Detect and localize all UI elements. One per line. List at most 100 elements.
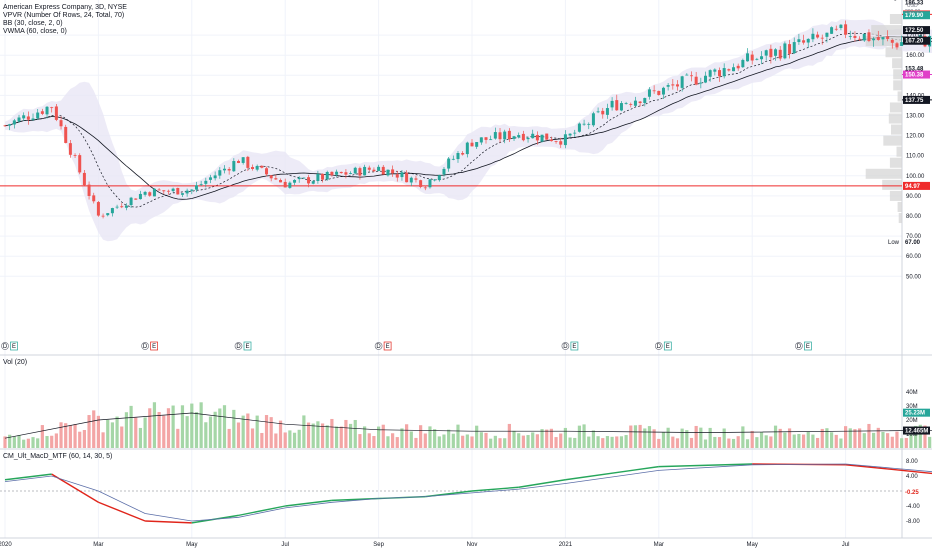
volume-bar: [185, 416, 189, 448]
candle-body: [59, 120, 63, 127]
candle-body: [867, 32, 871, 41]
dividend-marker: [561, 342, 570, 350]
volume-bar: [381, 424, 385, 448]
volume-bar: [671, 436, 675, 448]
dividend-marker: [1, 342, 9, 350]
volume-bar: [311, 423, 315, 448]
candle-body: [78, 155, 82, 173]
volume-bar: [82, 429, 86, 448]
candle-body: [129, 197, 133, 206]
candle-body: [475, 142, 479, 147]
candle-body: [629, 104, 633, 105]
volume-bar: [166, 408, 171, 448]
macd-last-tag: -0.25: [905, 490, 919, 496]
volume-bar: [727, 438, 731, 448]
candle-body: [596, 111, 600, 113]
volume-bar: [615, 436, 619, 448]
candle-body: [461, 153, 465, 155]
volume-bar: [115, 416, 119, 448]
macd-segment: [471, 486, 519, 492]
candle-body: [124, 205, 128, 208]
candle-body: [657, 90, 661, 95]
macd-tick: 4.00: [906, 474, 918, 480]
candle-body: [619, 103, 623, 111]
candle-body: [54, 106, 58, 120]
volume-bar: [750, 430, 754, 448]
candle-body: [559, 141, 563, 145]
candle-body: [577, 123, 581, 132]
candle-body: [675, 84, 679, 87]
volume-bar: [218, 408, 222, 448]
candle-body: [792, 42, 796, 54]
volume-bar: [503, 438, 507, 448]
candle-body: [830, 27, 834, 34]
candle-body: [339, 171, 343, 174]
axis-tag-value: 137.75: [905, 98, 924, 104]
macd-segment: [98, 501, 146, 522]
candle-body: [251, 167, 255, 169]
profile-bar: [871, 25, 902, 36]
volume-bar: [433, 429, 437, 448]
volume-bar: [269, 417, 273, 448]
candle-body: [610, 100, 614, 108]
volume-bar: [689, 437, 694, 448]
candle-body: [788, 44, 792, 54]
time-tick: May: [186, 542, 197, 548]
volume-bar: [549, 428, 553, 448]
candle-body: [213, 175, 217, 179]
volume-bar: [255, 415, 259, 448]
axis-tag-label: Low: [888, 240, 900, 246]
volume-bar: [489, 438, 493, 448]
volume-bar: [3, 436, 7, 448]
volume-bar: [447, 429, 451, 448]
candle-body: [722, 68, 726, 77]
volume-bar: [73, 424, 77, 448]
candle-body: [208, 177, 212, 180]
volume-bar: [334, 426, 339, 448]
candle-body: [503, 131, 507, 140]
volume-bar: [858, 428, 862, 448]
earnings-marker: [663, 341, 672, 351]
volume-bar: [844, 426, 848, 448]
profile-bar: [893, 69, 902, 80]
candle-body: [8, 124, 12, 126]
candle-body: [148, 192, 152, 196]
price-top-label: 200.00: [905, 9, 921, 15]
candle-body: [166, 190, 170, 192]
volume-bar: [283, 432, 287, 448]
event-letter: E: [572, 344, 576, 350]
price-tick: 70.00: [906, 234, 922, 240]
volume-bar: [787, 428, 792, 448]
volume-bar: [535, 434, 539, 448]
volume-bar: [563, 427, 567, 448]
axis-tag-label: High: [888, 0, 900, 1]
candle-body: [512, 136, 516, 139]
candle-body: [540, 134, 544, 142]
volume-bar: [372, 436, 376, 448]
volume-bar: [540, 429, 544, 448]
candle-body: [633, 100, 637, 106]
candle-body: [848, 36, 852, 37]
volume-bar: [194, 412, 199, 448]
volume-bar: [694, 425, 698, 448]
volume-bar: [591, 430, 596, 448]
volume-bar: [377, 426, 381, 448]
volume-bar: [872, 432, 876, 448]
volume-pane-title: Vol (20): [3, 359, 28, 366]
volume-bar: [190, 403, 194, 448]
volume-bar: [180, 405, 185, 448]
profile-bar: [889, 13, 902, 25]
volume-bar: [456, 424, 460, 448]
candle-body: [349, 173, 353, 174]
volume-tick: 10M: [906, 432, 918, 438]
candle-body: [872, 38, 876, 41]
volume-bar: [605, 436, 610, 448]
volume-bar: [260, 432, 264, 448]
volume-bar: [647, 426, 652, 448]
volume-bar: [54, 433, 58, 448]
volume-bar: [152, 402, 157, 448]
event-letter: E: [12, 344, 16, 350]
axis-tag-value: 172.50: [905, 28, 924, 34]
candle-body: [895, 43, 899, 48]
